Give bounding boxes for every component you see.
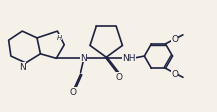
Text: N: N xyxy=(80,54,87,63)
Text: O: O xyxy=(171,35,179,44)
Text: H: H xyxy=(57,35,62,41)
Text: O: O xyxy=(70,87,77,96)
Text: NH: NH xyxy=(122,54,136,63)
Text: O: O xyxy=(171,70,179,79)
Text: O: O xyxy=(116,72,123,81)
Text: N: N xyxy=(20,63,26,72)
